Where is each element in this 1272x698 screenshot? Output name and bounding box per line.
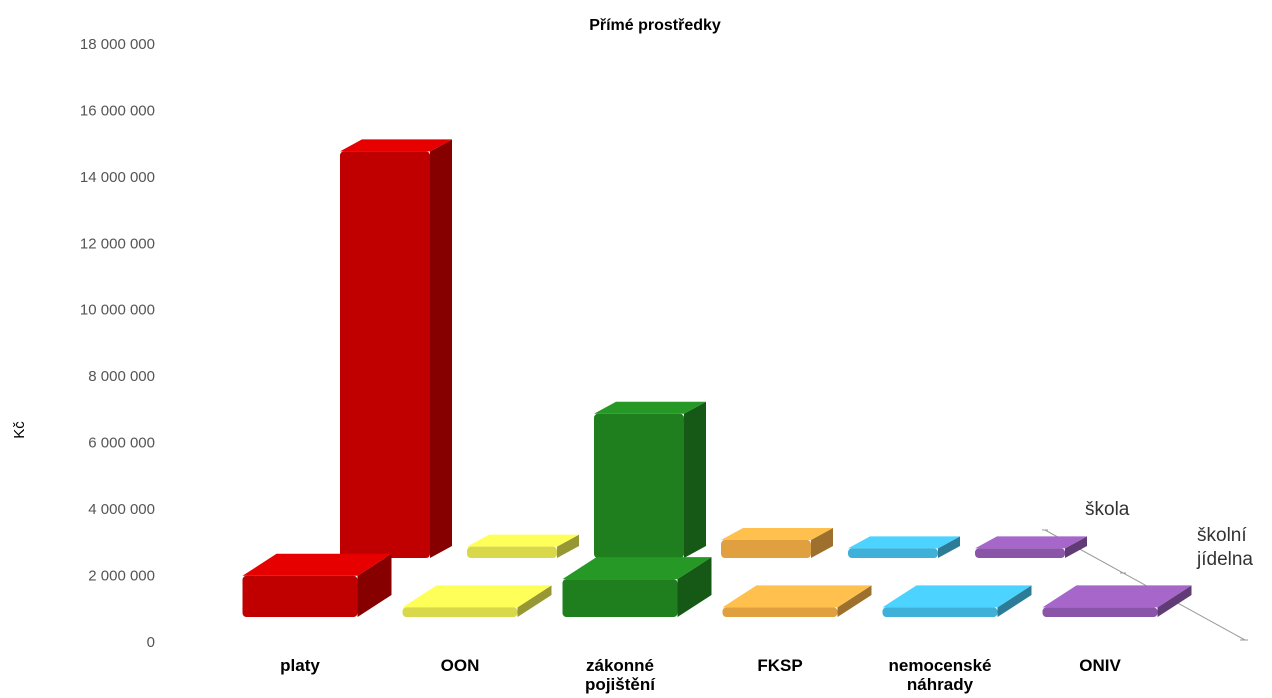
y-axis-title: Kč	[11, 421, 28, 439]
bar-side	[557, 534, 579, 558]
x-tick-label: FKSP	[757, 656, 803, 675]
bar	[975, 548, 1065, 558]
bar-side	[811, 528, 833, 558]
bar-top	[594, 401, 706, 414]
bar-top	[562, 557, 712, 580]
y-tick-label: 6 000 000	[88, 435, 155, 452]
bar-side	[938, 536, 960, 558]
x-tick-label: OON	[440, 656, 480, 675]
bar-side	[517, 585, 552, 617]
bar	[721, 540, 811, 558]
y-tick-label: 10 000 000	[80, 302, 155, 319]
bar	[242, 575, 358, 617]
y-tick-label: 16 000 000	[80, 102, 155, 119]
bar-top	[721, 528, 833, 541]
bar-side	[430, 139, 452, 559]
y-tick-label: 18 000 000	[80, 36, 155, 53]
bar-side	[357, 553, 392, 617]
bar-top	[848, 536, 960, 549]
bar-top	[975, 536, 1087, 549]
legend-item: škola	[1085, 499, 1130, 520]
y-tick-label: 12 000 000	[80, 235, 155, 252]
y-tick-label: 0	[147, 634, 155, 651]
bar	[1042, 607, 1158, 617]
bar-top	[1042, 585, 1192, 608]
bar-top	[340, 139, 452, 152]
bar-top	[402, 585, 552, 608]
bar-side	[1157, 585, 1192, 617]
bar-top	[882, 585, 1032, 608]
bar	[882, 607, 998, 617]
y-tick-label: 4 000 000	[88, 501, 155, 518]
bar-top	[242, 553, 392, 576]
bar	[562, 579, 678, 617]
bar	[402, 607, 518, 617]
y-tick-label: 14 000 000	[80, 169, 155, 186]
chart-title: Přímé prostředky	[589, 17, 721, 34]
y-tick-label: 8 000 000	[88, 368, 155, 385]
bar	[340, 151, 430, 559]
x-tick-label: nemocenské náhrady	[888, 656, 992, 694]
bar-top	[722, 585, 872, 608]
x-tick-label: ONIV	[1079, 656, 1121, 675]
x-tick-label: zákonné pojištění	[585, 656, 655, 694]
legend-item: školní jídelna	[1197, 525, 1253, 570]
bar	[848, 548, 938, 558]
bar	[722, 607, 838, 617]
bar-side	[997, 585, 1032, 617]
x-tick-label: platy	[280, 656, 320, 675]
bar	[467, 546, 557, 558]
bar	[594, 413, 684, 558]
bar-side	[684, 401, 706, 558]
bar-side	[837, 585, 872, 617]
bar-side	[1065, 536, 1087, 558]
y-tick-label: 2 000 000	[88, 568, 155, 585]
bar-top	[467, 534, 579, 547]
bar-side	[677, 557, 712, 617]
